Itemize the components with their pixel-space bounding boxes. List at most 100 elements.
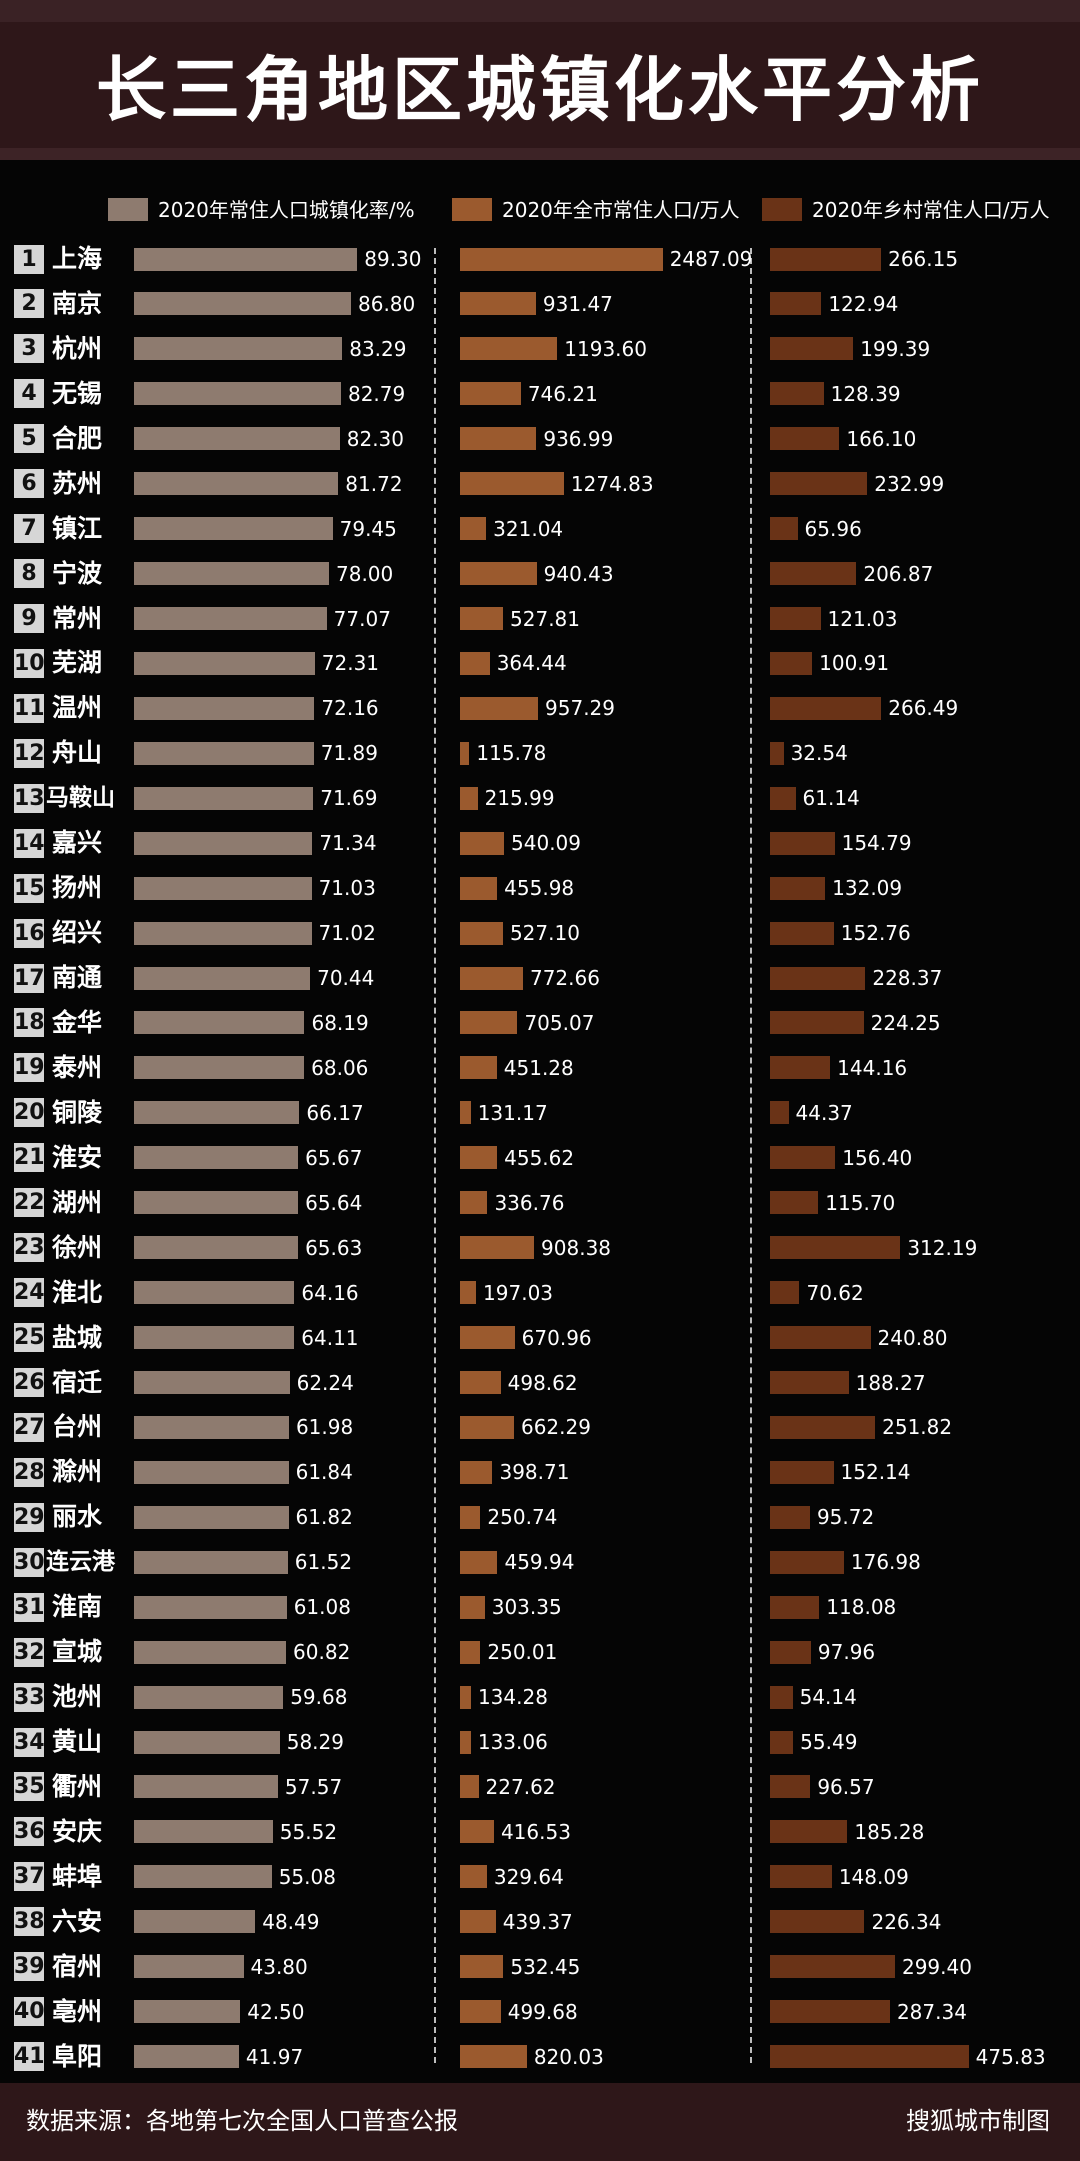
- value-label-rural-population: 199.39: [860, 336, 931, 361]
- rank-badge: 31: [14, 1592, 45, 1622]
- value-label-urbanization: 64.11: [301, 1325, 359, 1350]
- value-label-rural-population: 156.40: [842, 1145, 913, 1170]
- value-label-total-population: 940.43: [543, 561, 614, 586]
- bar-total-population: [460, 1146, 498, 1170]
- bar-total-population: [460, 1640, 481, 1664]
- bar-urbanization: [134, 651, 315, 675]
- bar-rural-population: [770, 1326, 871, 1350]
- rank-badge: 12: [14, 738, 45, 768]
- value-label-total-population: 321.04: [493, 516, 564, 541]
- city-label: 舟山: [52, 738, 103, 768]
- value-label-rural-population: 228.37: [872, 966, 943, 991]
- rank-badge: 1: [14, 244, 44, 274]
- value-label-urbanization: 70.44: [317, 966, 375, 991]
- value-label-rural-population: 70.62: [806, 1280, 864, 1305]
- bar-urbanization: [134, 1326, 295, 1350]
- bar-rural-population: [770, 1640, 811, 1664]
- value-label-total-population: 227.62: [485, 1774, 556, 1799]
- bar-urbanization: [134, 696, 315, 720]
- bar-urbanization: [134, 472, 339, 496]
- bar-total-population: [460, 1820, 494, 1844]
- bar-rural-population: [770, 786, 796, 810]
- bar-urbanization: [134, 382, 341, 406]
- value-label-total-population: 540.09: [511, 831, 581, 856]
- value-label-rural-population: 54.14: [799, 1685, 857, 1710]
- bar-total-population: [460, 1595, 485, 1619]
- bar-urbanization: [134, 427, 340, 451]
- value-label-rural-population: 97.96: [817, 1640, 876, 1665]
- title-band: 长三角地区城镇化水平分析: [0, 0, 1080, 160]
- rank-badge: 2: [14, 289, 44, 319]
- bar-rural-population: [770, 1371, 849, 1394]
- rank-badge: 11: [14, 693, 45, 723]
- value-label-rural-population: 55.49: [800, 1730, 858, 1755]
- bar-urbanization: [134, 966, 311, 990]
- value-label-urbanization: 61.08: [293, 1595, 351, 1620]
- bar-urbanization: [134, 1056, 305, 1080]
- bar-urbanization: [134, 1550, 288, 1574]
- city-label: 安庆: [52, 1816, 103, 1846]
- city-label: 连云港: [46, 1549, 115, 1576]
- bar-urbanization: [134, 1011, 305, 1035]
- value-label-rural-population: 232.99: [874, 471, 945, 496]
- bar-rural-population: [770, 1011, 864, 1035]
- rank-badge: 22: [14, 1188, 45, 1218]
- bar-urbanization: [134, 1820, 273, 1844]
- value-label-urbanization: 65.64: [305, 1190, 363, 1215]
- value-label-urbanization: 43.80: [250, 1954, 308, 1979]
- value-label-urbanization: 59.68: [290, 1685, 348, 1710]
- rank-badge: 3: [14, 334, 44, 364]
- value-label-total-population: 115.78: [476, 741, 547, 766]
- value-label-total-population: 1193.60: [564, 336, 647, 361]
- bar-rural-population: [770, 2000, 890, 2024]
- bar-urbanization: [134, 1460, 289, 1484]
- value-label-urbanization: 61.84: [295, 1460, 353, 1485]
- value-label-rural-population: 224.25: [870, 1010, 941, 1035]
- legend-swatch-rural-population: [762, 198, 802, 221]
- rank-badge: 4: [14, 379, 44, 409]
- bar-rural-population: [770, 1685, 793, 1709]
- value-label-total-population: 532.45: [510, 1954, 581, 1979]
- value-label-urbanization: 65.63: [305, 1235, 363, 1260]
- value-label-rural-population: 144.16: [837, 1055, 908, 1080]
- value-label-rural-population: 287.34: [896, 1999, 967, 2024]
- value-label-total-population: 336.76: [494, 1190, 565, 1215]
- value-label-urbanization: 60.82: [293, 1640, 351, 1665]
- value-label-total-population: 451.28: [503, 1055, 574, 1080]
- rank-badge: 40: [14, 1997, 45, 2027]
- value-label-urbanization: 89.30: [364, 247, 422, 271]
- value-label-total-population: 215.99: [484, 786, 555, 811]
- value-label-rural-population: 152.76: [840, 921, 911, 946]
- bar-urbanization: [134, 786, 314, 810]
- bar-urbanization: [134, 1640, 287, 1664]
- bar-rural-population: [770, 651, 813, 675]
- title-band-edge-bottom: [0, 148, 1080, 160]
- value-label-total-population: 499.68: [507, 1999, 578, 2024]
- value-label-urbanization: 72.31: [321, 651, 380, 676]
- value-label-urbanization: 72.16: [321, 696, 379, 721]
- city-label: 淮安: [52, 1142, 103, 1172]
- rank-badge: 24: [14, 1278, 45, 1308]
- rank-badge: 32: [14, 1637, 45, 1667]
- bar-rural-population: [770, 2045, 969, 2069]
- bar-rural-population: [770, 517, 798, 541]
- bar-rural-population: [770, 741, 784, 765]
- bar-rural-population: [770, 966, 866, 990]
- bar-urbanization: [134, 1685, 284, 1709]
- bar-urbanization: [134, 1775, 278, 1799]
- bar-urbanization: [134, 1101, 300, 1125]
- city-label: 嘉兴: [52, 828, 103, 858]
- value-label-rural-population: 475.83: [975, 2044, 1046, 2069]
- bar-urbanization: [134, 1865, 272, 1889]
- value-label-urbanization: 61.98: [295, 1415, 354, 1440]
- bar-rural-population: [770, 1505, 810, 1529]
- city-label: 金华: [52, 1007, 103, 1037]
- value-label-total-population: 455.98: [504, 876, 575, 901]
- value-label-total-population: 908.38: [541, 1235, 612, 1260]
- value-label-rural-population: 96.57: [817, 1774, 875, 1799]
- bar-urbanization: [134, 1595, 287, 1619]
- value-label-rural-population: 154.79: [841, 831, 912, 856]
- city-label: 徐州: [52, 1232, 103, 1262]
- rank-badge: 14: [14, 828, 45, 858]
- value-label-total-population: 439.37: [502, 1909, 573, 1934]
